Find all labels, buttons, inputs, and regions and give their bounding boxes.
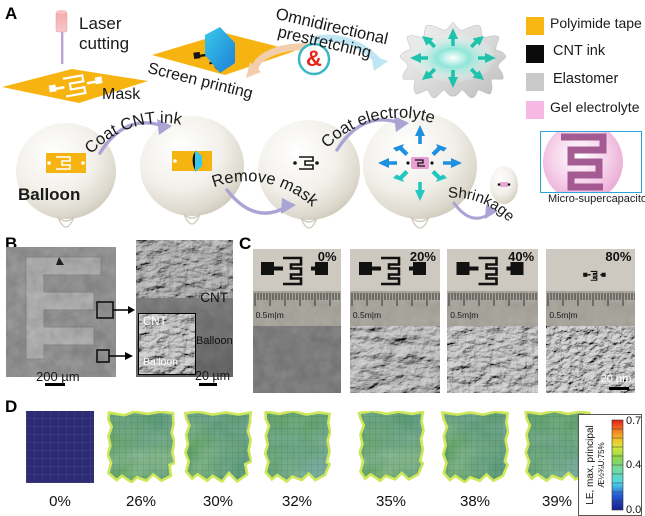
svg-text:Shrinkage: Shrinkage [448, 185, 518, 225]
svg-text:Æ½¾U:75%: Æ½¾U:75% [597, 442, 606, 487]
svg-text:Coat CNT ink: Coat CNT ink [81, 109, 184, 157]
svg-text:0.0: 0.0 [626, 504, 641, 515]
svg-text:0.4: 0.4 [626, 459, 641, 471]
svg-text:Coat electrolyte: Coat electrolyte [318, 104, 438, 152]
svg-text:LE, max, principal: LE, max, principal [585, 425, 596, 504]
svg-text:0.7: 0.7 [626, 415, 641, 427]
